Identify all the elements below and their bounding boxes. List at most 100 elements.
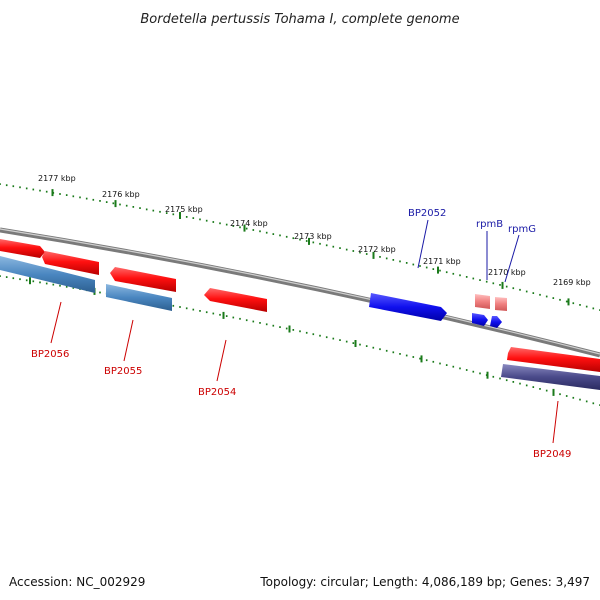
- outer-ring-minor-tick: [259, 230, 261, 233]
- inner-ring-minor-tick: [212, 312, 215, 315]
- outer-ring-minor-tick: [225, 223, 228, 226]
- feature-steelblue-1[interactable]: [0, 256, 95, 293]
- gene-label-bp2056: BP2056: [31, 349, 69, 360]
- gene-label-bp2049: BP2049: [533, 449, 571, 460]
- inner-ring-minor-tick: [5, 276, 8, 278]
- outer-ring-minor-tick: [492, 282, 495, 285]
- inner-ring-minor-tick: [325, 336, 328, 339]
- outer-ring-minor-tick: [485, 280, 488, 283]
- tick-label-2171: 2171 kbp: [423, 257, 461, 266]
- tick-label-2177: 2177 kbp: [38, 174, 76, 183]
- outer-ring-minor-tick: [352, 250, 355, 252]
- outer-ring-minor-tick: [25, 187, 28, 190]
- inner-ring-minor-tick: [379, 348, 381, 351]
- outer-ring-minor-tick: [532, 292, 535, 294]
- leader-rpmg: [504, 234, 520, 283]
- inner-ring-minor-tick: [52, 283, 55, 286]
- feature-red-3[interactable]: [110, 267, 176, 292]
- outer-ring-minor-tick: [105, 201, 108, 203]
- outer-ring-minor-tick: [185, 216, 188, 218]
- inner-ring-minor-tick: [59, 284, 61, 287]
- outer-ring-minor-tick: [452, 272, 455, 275]
- inner-ring-minor-tick: [305, 331, 308, 334]
- inner-ring-minor-tick: [259, 322, 261, 324]
- feature-red-right[interactable]: [507, 347, 600, 372]
- leader-bp2052: [417, 219, 429, 269]
- inner-ring-minor-tick: [505, 379, 508, 382]
- outer-ring-minor-tick: [319, 242, 321, 245]
- feature-bp2049[interactable]: [501, 364, 600, 390]
- inner-ring-minor-tick: [385, 349, 388, 352]
- outer-ring-minor-tick: [265, 231, 268, 234]
- inner-ring-minor-tick: [525, 384, 528, 387]
- feature-blue-small-2[interactable]: [490, 316, 502, 328]
- genome-backbone-highlight: [0, 228, 600, 355]
- inner-ring-minor-tick: [19, 278, 21, 281]
- inner-ring-minor-tick: [492, 375, 495, 378]
- outer-ring-minor-tick: [332, 245, 335, 248]
- inner-ring-minor-tick: [419, 357, 421, 360]
- accession-text: Accession: NC_002929: [9, 575, 145, 589]
- inner-ring-minor-tick: [439, 362, 441, 365]
- tick-label-2175: 2175 kbp: [165, 205, 203, 214]
- inner-ring-minor-tick: [392, 351, 395, 354]
- inner-ring-minor-tick: [339, 339, 341, 341]
- outer-ring-minor-tick: [385, 257, 388, 260]
- outer-ring-minor-tick: [379, 256, 381, 258]
- outer-ring-minor-tick: [159, 210, 161, 213]
- feature-bp2052[interactable]: [369, 293, 447, 321]
- feature-red-1[interactable]: [0, 239, 45, 258]
- inner-ring-minor-tick: [72, 287, 75, 289]
- tick-label-2169: 2169 kbp: [553, 278, 591, 287]
- outer-ring-minor-tick: [65, 194, 68, 196]
- outer-ring-minor-tick: [205, 219, 208, 222]
- inner-ring-minor-tick: [479, 372, 481, 375]
- outer-ring-minor-tick: [165, 212, 168, 214]
- outer-ring-minor-tick: [465, 276, 468, 278]
- feature-blue-small-1[interactable]: [472, 313, 488, 326]
- feature-red-2[interactable]: [42, 251, 99, 275]
- inner-tick-ring: [0, 275, 600, 406]
- gene-label-bp2054: BP2054: [198, 387, 236, 398]
- inner-ring-minor-tick: [0, 275, 1, 277]
- inner-ring-minor-tick: [545, 389, 548, 392]
- inner-ring-minor-tick: [172, 304, 175, 307]
- outer-ring-minor-tick: [145, 208, 148, 211]
- inner-ring-minor-tick: [352, 342, 355, 344]
- inner-ring-minor-tick: [319, 334, 321, 337]
- inner-ring-minor-tick: [285, 327, 288, 330]
- outer-ring-minor-tick: [419, 265, 421, 267]
- genome-summary-text: Topology: circular; Length: 4,086,189 bp…: [259, 575, 590, 589]
- inner-ring-minor-tick: [292, 329, 295, 331]
- outer-ring-minor-tick: [579, 304, 581, 306]
- inner-ring-minor-tick: [299, 330, 301, 333]
- inner-ring-minor-tick: [399, 353, 401, 355]
- inner-ring-minor-tick: [452, 365, 455, 368]
- genome-backbone: [0, 227, 600, 358]
- gene-label-rpmg: rpmG: [508, 224, 536, 235]
- outer-ring-minor-tick: [392, 259, 395, 261]
- feature-steelblue-2[interactable]: [106, 284, 172, 311]
- map-title: Bordetella pertussis Tohama I, complete …: [140, 12, 459, 27]
- outer-ring-minor-tick: [565, 300, 568, 303]
- inner-ring-minor-tick: [279, 326, 281, 328]
- inner-ring-minor-tick: [205, 311, 208, 314]
- outer-ring-minor-tick: [359, 251, 361, 254]
- outer-ring-minor-tick: [545, 295, 548, 298]
- feature-rpmg[interactable]: [495, 297, 507, 311]
- outer-ring-minor-tick: [365, 253, 368, 255]
- inner-ring-minor-tick: [45, 282, 48, 285]
- inner-ring-minor-tick: [499, 377, 501, 380]
- inner-ring-minor-tick: [99, 291, 101, 294]
- feature-rpmb[interactable]: [475, 294, 490, 309]
- outer-ring-minor-tick: [32, 188, 35, 191]
- outer-tick-ring: [0, 183, 600, 311]
- inner-ring-minor-tick: [459, 367, 461, 370]
- inner-ring-minor-tick: [359, 343, 361, 346]
- feature-bp2054[interactable]: [204, 288, 267, 312]
- outer-ring-minor-tick: [305, 240, 308, 242]
- inner-ring-minor-tick: [312, 333, 315, 336]
- outer-ring-minor-tick: [272, 233, 275, 235]
- outer-ring-minor-tick: [85, 197, 88, 200]
- tick-label-2176: 2176 kbp: [102, 190, 140, 199]
